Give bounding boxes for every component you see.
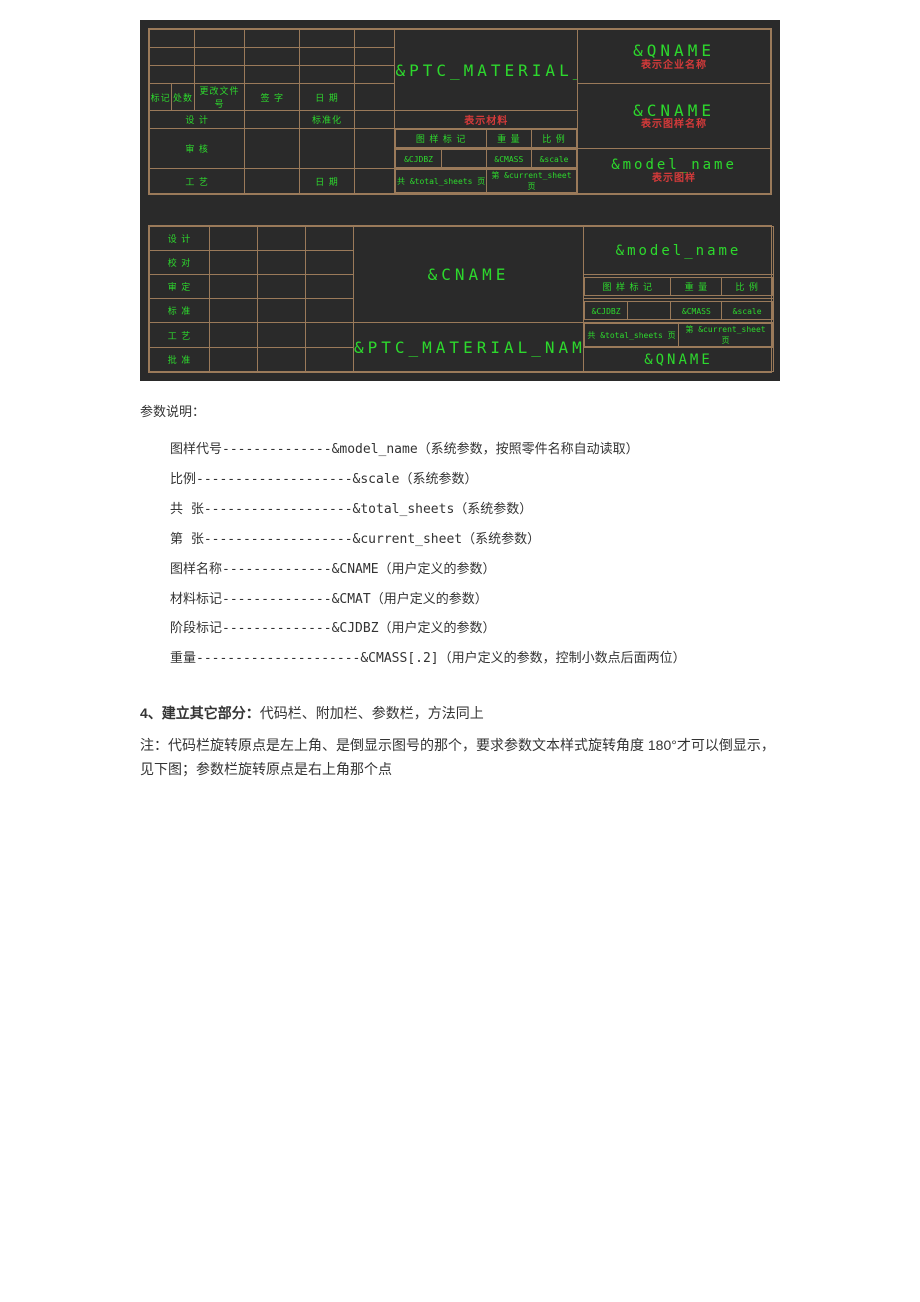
section4-body: 代码栏、附加栏、参数栏，方法同上	[260, 705, 484, 721]
hdr-count: 处数	[172, 84, 194, 111]
section4: 4、建立其它部分：代码栏、附加栏、参数栏，方法同上	[140, 702, 780, 726]
param-line: 阶段标记--------------&CJDBZ（用户定义的参数）	[170, 614, 780, 644]
param-line: 比例--------------------&scale（系统参数）	[170, 465, 780, 495]
b-val-cjdbz: &CJDBZ	[592, 307, 621, 316]
b-val-scale: &scale	[733, 307, 762, 316]
row-design: 设 计	[150, 111, 245, 129]
cname-label: 表示图样名称	[578, 119, 770, 130]
material-label: 表示材料	[464, 116, 508, 127]
current-sheet: 第 &current_sheet 页	[491, 171, 571, 191]
cname-param: &CNAME	[578, 102, 770, 120]
hdr-date: 日 期	[300, 84, 355, 111]
param-line: 共 张-------------------&total_sheets（系统参数…	[170, 495, 780, 525]
b-approve: 审 定	[150, 275, 210, 299]
b-model: &model_name	[616, 243, 742, 259]
b-material: &PTC_MATERIAL_NAME	[354, 338, 584, 357]
cad-diagram-panel: &PTC_MATERIAL_NAME &QNAME 表示企业名称 标记 处数 更…	[140, 20, 780, 381]
val-scale: &scale	[540, 155, 569, 164]
material-param: &PTC_MATERIAL_NAME	[395, 61, 577, 80]
document-body: 参数说明： 图样代号--------------&model_name（系统参数…	[140, 401, 780, 782]
total-sheets: 共 &total_sheets 页	[397, 177, 485, 186]
section4-note: 注：代码栏旋转原点是左上角、是倒显示图号的那个，要求参数文本样式旋转角度 180…	[140, 734, 780, 782]
section4-title: 4、建立其它部分：	[140, 705, 260, 721]
params-title: 参数说明：	[140, 401, 780, 423]
param-list: 图样代号--------------&model_name（系统参数，按照零件名…	[140, 423, 780, 694]
param-line: 重量---------------------&CMASS[.2]（用户定义的参…	[170, 644, 780, 674]
b-std: 标 准	[150, 299, 210, 323]
title-block-top: &PTC_MATERIAL_NAME &QNAME 表示企业名称 标记 处数 更…	[148, 28, 772, 195]
title-block-bottom: 设 计 &CNAME &model_name 校 对 审 定 图 样 标 记 重…	[148, 225, 772, 373]
hdr-sign: 签 字	[245, 84, 300, 111]
b-hdr-weight: 重 量	[671, 278, 722, 296]
b-hdr-scale: 比 例	[722, 278, 773, 296]
b-check: 校 对	[150, 251, 210, 275]
model-param: &model_name	[578, 158, 770, 173]
b-design: 设 计	[150, 227, 210, 251]
val-cmass: &CMASS	[494, 155, 523, 164]
param-line: 图样代号--------------&model_name（系统参数，按照零件名…	[170, 435, 780, 465]
model-label: 表示图样	[578, 173, 770, 184]
b-cname: &CNAME	[428, 265, 510, 284]
b-hdr-dwgmark: 图 样 标 记	[585, 278, 671, 296]
qname-param: &QNAME	[578, 42, 770, 60]
b-tech: 工 艺	[150, 323, 210, 348]
param-line: 第 张-------------------&current_sheet（系统参…	[170, 525, 780, 555]
hdr-mark: 标记	[150, 84, 172, 111]
param-line: 材料标记--------------&CMAT（用户定义的参数）	[170, 585, 780, 615]
hdr-scale: 比 例	[531, 130, 576, 148]
b-total-sheets: 共 &total_sheets 页	[587, 331, 675, 340]
b-val-cmass: &CMASS	[682, 307, 711, 316]
row-std: 标准化	[300, 111, 355, 129]
b-qname: &QNAME	[644, 352, 713, 368]
hdr-weight: 重 量	[486, 130, 531, 148]
row-review: 审 核	[150, 129, 245, 169]
hdr-dwgmark: 图 样 标 记	[396, 130, 486, 148]
row-date2: 日 期	[300, 169, 355, 194]
row-tech: 工 艺	[150, 169, 245, 194]
qname-label: 表示企业名称	[578, 60, 770, 71]
hdr-file: 更改文件号	[194, 84, 245, 111]
param-line: 图样名称--------------&CNAME（用户定义的参数）	[170, 555, 780, 585]
val-cjdbz: &CJDBZ	[404, 155, 433, 164]
b-ratify: 批 准	[150, 348, 210, 372]
b-current-sheet: 第 &current_sheet 页	[685, 325, 765, 345]
